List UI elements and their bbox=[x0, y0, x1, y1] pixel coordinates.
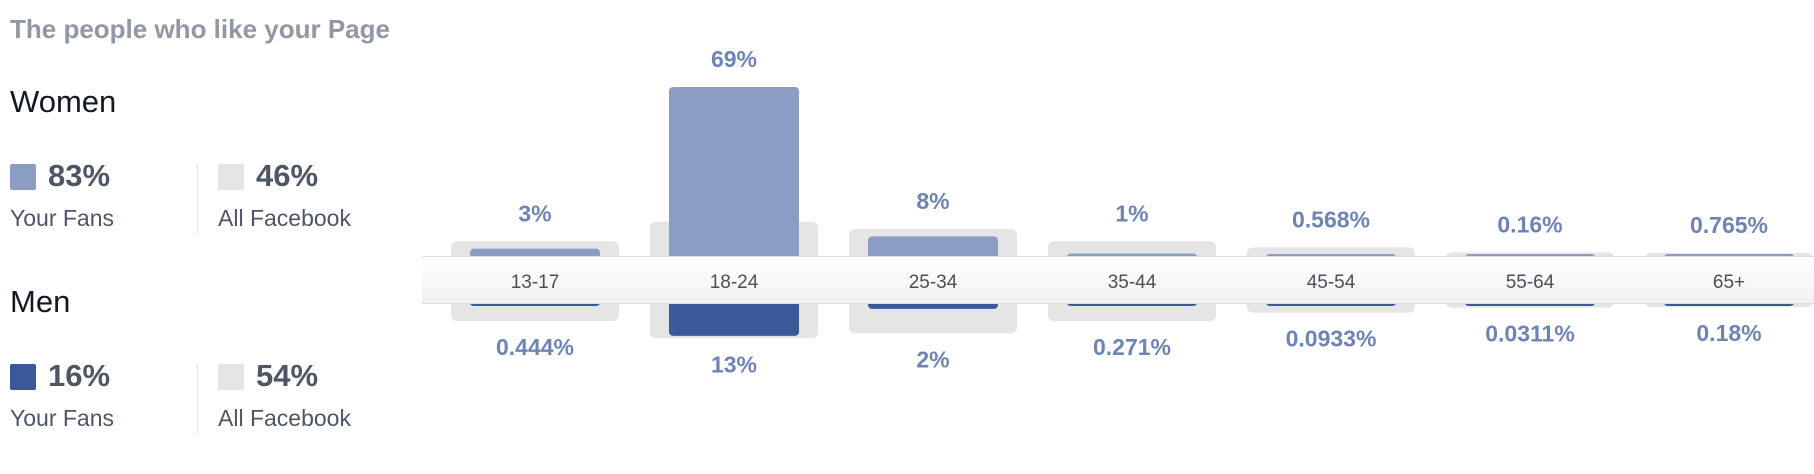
women-fan-bar bbox=[669, 86, 799, 260]
women-facebook-percent: 46% bbox=[256, 158, 319, 193]
men-fans-percent: 16% bbox=[48, 358, 111, 393]
men-facebook-percent: 54% bbox=[256, 358, 319, 393]
men-heading: Men bbox=[10, 284, 71, 319]
men-value-label: 0.271% bbox=[1093, 334, 1171, 360]
page-title: The people who like your Page bbox=[10, 14, 390, 44]
men-value-label: 13% bbox=[711, 351, 757, 377]
age-tick-label: 45-54 bbox=[1307, 272, 1356, 293]
age-axis-band bbox=[422, 256, 1814, 304]
men-divider bbox=[197, 364, 198, 434]
women-facebook-label: All Facebook bbox=[218, 205, 351, 231]
age-tick-label: 35-44 bbox=[1108, 272, 1157, 293]
men-fans-label: Your Fans bbox=[10, 405, 114, 431]
women-value-label: 8% bbox=[916, 188, 949, 214]
men-fan-bar bbox=[669, 300, 799, 336]
men-fans-swatch bbox=[10, 364, 36, 390]
men-value-label: 0.444% bbox=[496, 334, 574, 360]
axis-band-bg bbox=[422, 256, 1814, 304]
women-fans-swatch bbox=[10, 164, 36, 190]
women-divider bbox=[197, 164, 198, 234]
age-tick-label: 65+ bbox=[1713, 272, 1745, 293]
age-tick-label: 13-17 bbox=[511, 272, 560, 293]
women-value-label: 0.765% bbox=[1690, 212, 1768, 238]
men-value-label: 2% bbox=[916, 346, 949, 372]
women-value-label: 3% bbox=[518, 200, 551, 226]
women-fans-percent: 83% bbox=[48, 158, 111, 193]
men-facebook-swatch bbox=[218, 364, 244, 390]
men-facebook-label: All Facebook bbox=[218, 405, 351, 431]
age-tick-label: 18-24 bbox=[710, 272, 759, 293]
women-value-label: 1% bbox=[1115, 200, 1148, 226]
data-labels: 13-17 3% 0.444% 18-24 69% 13% 25-34 8% 2% 35-44 1%… bbox=[496, 46, 1768, 377]
women-fans-label: Your Fans bbox=[10, 205, 114, 231]
age-tick-label: 25-34 bbox=[909, 272, 958, 293]
women-facebook-swatch bbox=[218, 164, 244, 190]
age-tick-label: 55-64 bbox=[1506, 272, 1555, 293]
women-fan-bar bbox=[868, 236, 998, 260]
women-value-label: 0.16% bbox=[1497, 211, 1562, 237]
men-value-label: 0.0933% bbox=[1286, 326, 1377, 352]
women-value-label: 0.568% bbox=[1292, 206, 1370, 232]
men-value-label: 0.0311% bbox=[1485, 321, 1575, 347]
men-value-label: 0.18% bbox=[1696, 320, 1761, 346]
women-heading: Women bbox=[10, 84, 117, 119]
women-value-label: 69% bbox=[711, 46, 757, 72]
